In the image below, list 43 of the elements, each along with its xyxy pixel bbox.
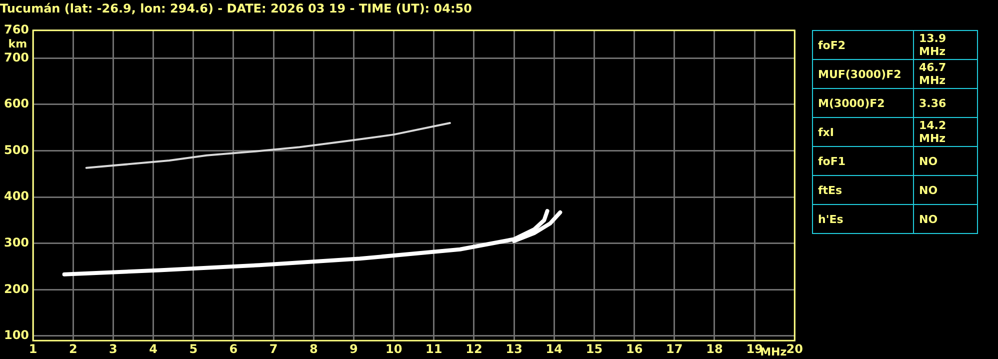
category-label: fxI [812,118,914,146]
x-tick-label: 20 [786,342,803,356]
x-tick-label: 5 [189,342,198,356]
x-tick-label: 7 [269,342,278,356]
y-tick-label: 400 [4,189,30,204]
category-label: M(3000)F2 [812,88,914,118]
x-tick-label: 15 [586,342,603,356]
x-tick-label: 17 [666,342,683,356]
x-tick-label: 13 [506,342,522,356]
category-label: h'Es [812,204,914,234]
y-tick-label: 760 [4,22,30,37]
y-tick-label: 100 [4,328,30,342]
x-tick-label: 14 [546,342,562,356]
text: 3.36 [919,96,946,110]
y-tick-label: 500 [4,142,30,157]
y-tick-label: 600 [4,96,30,111]
text: NO [919,154,938,168]
chart-title: Tucumán (lat: -26.9, lon: 294.6) - DATE: 2026 03 19 - TIME (UT): 04:50 [0,1,472,16]
category-label: foF2 [812,30,914,60]
x-tick-label: 11 [426,342,442,356]
x-tick-label: 3 [109,342,118,356]
x-tick-label: 2 [68,342,78,356]
y-tick-label: 200 [4,282,30,296]
x-tick-label: 8 [309,342,318,356]
y-tick-label: 700 [4,50,30,64]
x-tick-label: 10 [385,342,402,356]
x-tick-label: 4 [149,342,158,356]
category-label: MUF(3000)F2 [812,60,914,88]
x-tick-label: 18 [706,342,723,356]
category-label: ftEs [812,176,914,204]
text: 14.2 MHz [919,119,946,145]
text: 13.9 MHz [919,32,946,58]
x-tick-label: 12 [466,342,482,356]
text: NO [919,212,938,226]
category-label: foF1 [812,146,914,176]
text: 46.7 MHz [919,61,946,87]
x-tick-label: 6 [229,342,238,356]
x-tick-label: 9 [350,342,358,356]
x-tick-label: 16 [626,342,643,356]
y-tick-label: 300 [4,236,30,250]
x-tick-label: 1 [28,342,38,356]
y-axis-title: km [8,37,28,50]
text: NO [919,184,938,196]
